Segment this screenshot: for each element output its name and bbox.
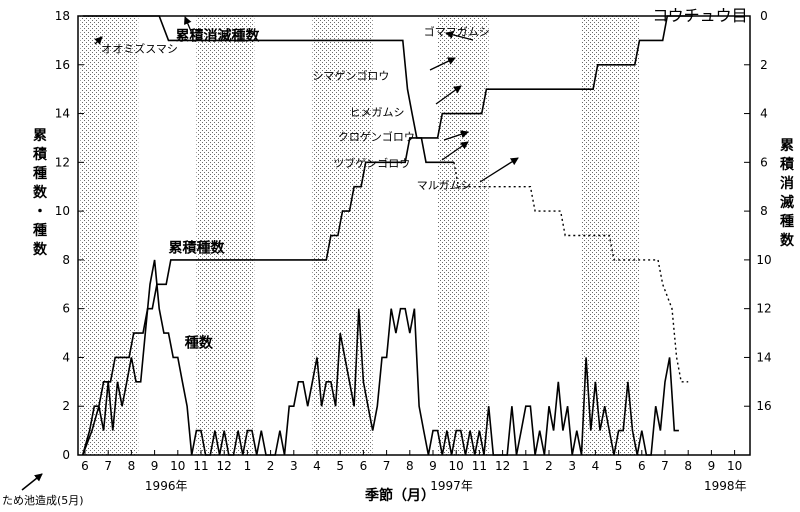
month-tick-label: 12 [217, 459, 232, 473]
left-tick-label: 16 [55, 58, 70, 72]
annotation-label: ツブゲンゴロウ [333, 156, 410, 170]
annotation-arrow [435, 85, 462, 105]
month-tick-label: 11 [472, 459, 487, 473]
annotation-arrow [443, 130, 469, 141]
month-tick-label: 9 [708, 459, 716, 473]
annotation-arrow [445, 30, 474, 41]
shaded-period-3 [437, 16, 489, 455]
month-tick-label: 1 [244, 459, 252, 473]
year-label: 1998年 [704, 479, 747, 493]
month-tick-label: 7 [104, 459, 112, 473]
month-tick-label: 9 [429, 459, 437, 473]
right-tick-label: 6 [760, 155, 768, 169]
left-tick-label: 2 [62, 399, 70, 413]
month-tick-label: 5 [615, 459, 623, 473]
series-line-2 [453, 162, 689, 383]
year-label: 1997年 [430, 479, 473, 493]
month-tick-label: 8 [128, 459, 136, 473]
series-label: 種数 [185, 335, 214, 352]
x-axis-month-ticks: 6 7 8 9 10 11 12 1 2 3 4 5 6 7 8 9 10 11 12 1 2 3 4 5 6 7 8 9 101996… [81, 450, 747, 493]
month-tick-label: 1 [522, 459, 530, 473]
month-tick-label: 9 [151, 459, 159, 473]
annotation-arrow [94, 36, 103, 45]
right-tick-label: 12 [756, 302, 771, 316]
y-axis-title-right: 累積消滅種数 [779, 138, 795, 249]
month-tick-label: 10 [449, 459, 464, 473]
left-tick-label: 14 [55, 107, 70, 121]
right-tick-label: 14 [756, 350, 771, 364]
annotation-label: クロゲンゴロウ [338, 129, 415, 143]
month-tick-label: 4 [592, 459, 600, 473]
month-tick-label: 8 [406, 459, 414, 473]
shaded-period-1 [196, 16, 255, 455]
chart-title: コウチュウ目 [652, 6, 747, 25]
month-tick-label: 2 [545, 459, 553, 473]
construction-note: ため池造成(5月) [2, 493, 84, 507]
month-tick-label: 11 [193, 459, 208, 473]
annotation-label: シマゲンゴロウ [312, 68, 389, 82]
right-tick-label: 4 [760, 107, 768, 121]
left-tick-label: 10 [55, 204, 70, 218]
right-tick-label: 2 [760, 58, 768, 72]
month-tick-label: 3 [568, 459, 576, 473]
series-lines [81, 15, 693, 456]
y-axis-title-left: 累積種数・種数 [32, 128, 48, 258]
right-tick-label: 0 [760, 9, 768, 23]
month-tick-label: 6 [81, 459, 89, 473]
month-tick-label: 2 [267, 459, 275, 473]
annotation-arrow [441, 141, 469, 161]
annotation-arrow [184, 16, 194, 37]
month-tick-label: 5 [336, 459, 344, 473]
left-tick-label: 4 [62, 350, 70, 364]
annotation-arrow [479, 157, 519, 183]
series-label: 累積消滅種数 [175, 27, 260, 44]
annotation-arrows [94, 16, 519, 183]
right-tick-label: 16 [756, 399, 771, 413]
annotation-label: オオミズスマシ [101, 42, 178, 56]
left-tick-label: 12 [55, 155, 70, 169]
left-axis-ticks: 0 2 4 6 8 10 12 14 16 18 [55, 9, 84, 462]
month-tick-label: 12 [495, 459, 510, 473]
series-line-3 [81, 259, 679, 456]
month-tick-label: 8 [684, 459, 692, 473]
annotation-label: ゴマフガムシ [424, 25, 490, 39]
construction-arrow [21, 473, 43, 491]
annotation-label: マルガムシ [417, 179, 472, 192]
left-tick-label: 6 [62, 302, 70, 316]
month-tick-label: 7 [383, 459, 391, 473]
right-axis-ticks: 0 2 4 6 8 10 12 14 16 [744, 9, 772, 413]
month-tick-label: 6 [360, 459, 368, 473]
year-label: 1996年 [145, 479, 188, 493]
left-tick-label: 18 [55, 9, 70, 23]
left-tick-label: 0 [62, 448, 70, 462]
series-label: 累積種数 [169, 240, 226, 257]
series-line-1 [82, 15, 454, 164]
left-tick-label: 8 [62, 253, 70, 267]
right-tick-label: 8 [760, 204, 768, 218]
month-tick-label: 10 [170, 459, 185, 473]
right-tick-label: 10 [756, 253, 771, 267]
month-tick-label: 3 [290, 459, 298, 473]
shaded-periods [80, 16, 640, 455]
month-tick-label: 4 [313, 459, 321, 473]
month-tick-label: 6 [638, 459, 646, 473]
annotation-arrow [429, 57, 456, 71]
annotation-label: ヒメガムシ [349, 106, 404, 119]
series-line-0 [81, 15, 693, 456]
month-tick-label: 7 [661, 459, 669, 473]
plot-frame [77, 15, 751, 456]
month-tick-label: 10 [727, 459, 742, 473]
x-axis-title: 季節（月） [364, 487, 435, 504]
